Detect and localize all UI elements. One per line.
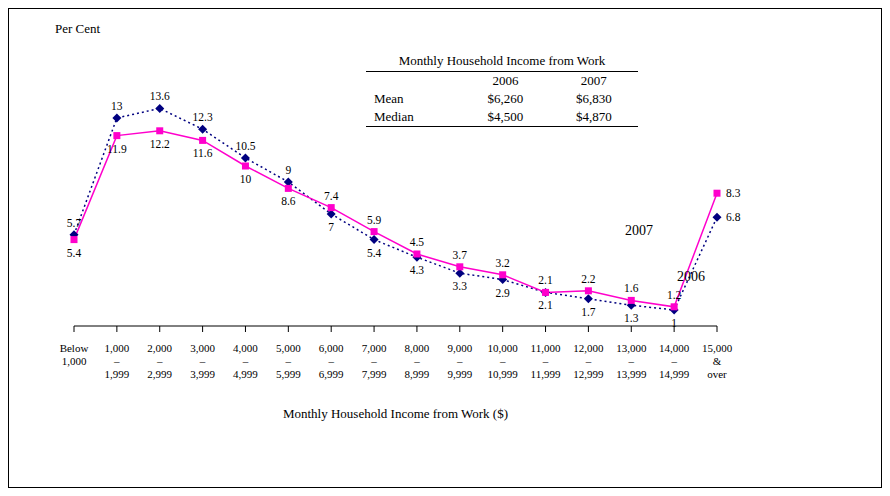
svg-text:10,999: 10,999 [488, 368, 519, 380]
svg-text:11,999: 11,999 [531, 368, 561, 380]
svg-text:1,000: 1,000 [104, 342, 129, 354]
svg-text:10,000: 10,000 [488, 342, 519, 354]
svg-text:11.6: 11.6 [193, 147, 213, 159]
svg-text:2.9: 2.9 [495, 287, 510, 299]
svg-text:7.4: 7.4 [324, 190, 339, 202]
svg-text:12.3: 12.3 [193, 111, 213, 123]
svg-text:2.1: 2.1 [538, 274, 553, 286]
svg-text:12,999: 12,999 [573, 368, 604, 380]
html-text:$6,830: $6,830 [575, 91, 612, 106]
svg-text:7,000: 7,000 [362, 342, 387, 354]
svg-text:2,999: 2,999 [147, 368, 172, 380]
svg-text:–: – [585, 355, 592, 367]
svg-text:–: – [670, 355, 677, 367]
svg-text:1.7: 1.7 [581, 306, 596, 318]
svg-text:1.6: 1.6 [624, 282, 639, 294]
svg-text:2007: 2007 [625, 223, 653, 238]
svg-text:–: – [413, 355, 420, 367]
svg-text:–: – [327, 355, 334, 367]
svg-text:7: 7 [328, 221, 334, 233]
svg-text:6.8: 6.8 [726, 211, 741, 223]
svg-text:8,000: 8,000 [405, 342, 430, 354]
svg-text:–: – [370, 355, 377, 367]
svg-text:–: – [542, 355, 549, 367]
svg-text:8,999: 8,999 [405, 368, 430, 380]
svg-text:–: – [242, 355, 249, 367]
svg-text:2,000: 2,000 [147, 342, 172, 354]
svg-text:–: – [113, 355, 120, 367]
svg-text:1: 1 [671, 317, 677, 329]
svg-text:3.3: 3.3 [453, 280, 468, 292]
svg-text:12,000: 12,000 [573, 342, 604, 354]
svg-text:&: & [713, 355, 722, 367]
html-text:$4,870: $4,870 [575, 109, 612, 124]
svg-text:8.6: 8.6 [281, 195, 296, 207]
svg-text:9: 9 [285, 164, 291, 176]
svg-text:12.2: 12.2 [150, 138, 170, 150]
svg-text:–: – [456, 355, 463, 367]
svg-text:5,000: 5,000 [276, 342, 301, 354]
svg-text:11,000: 11,000 [531, 342, 561, 354]
svg-text:–: – [628, 355, 635, 367]
svg-text:1,000: 1,000 [62, 355, 87, 367]
svg-text:–: – [285, 355, 292, 367]
svg-text:13.6: 13.6 [150, 90, 170, 102]
svg-text:4,000: 4,000 [233, 342, 258, 354]
svg-text:4.3: 4.3 [410, 264, 425, 276]
svg-text:5.4: 5.4 [67, 247, 82, 259]
html-text:Per Cent: Per Cent [55, 21, 101, 36]
svg-text:6,999: 6,999 [319, 368, 344, 380]
svg-text:11.9: 11.9 [107, 143, 127, 155]
svg-text:4,999: 4,999 [233, 368, 258, 380]
svg-text:10: 10 [240, 173, 252, 185]
svg-text:15,000: 15,000 [702, 342, 733, 354]
html-text:Monthly Household Income from: Monthly Household Income from Work [398, 53, 606, 68]
svg-text:8.3: 8.3 [726, 187, 741, 199]
svg-text:13,000: 13,000 [616, 342, 647, 354]
svg-text:2.1: 2.1 [538, 299, 553, 311]
html-text:Mean: Mean [374, 91, 404, 106]
svg-text:Below: Below [60, 342, 89, 354]
svg-text:3,000: 3,000 [190, 342, 215, 354]
html-text:$4,500: $4,500 [487, 109, 524, 124]
svg-text:5,999: 5,999 [276, 368, 301, 380]
svg-text:13: 13 [111, 100, 123, 112]
svg-text:1.2: 1.2 [667, 289, 682, 301]
svg-text:5.7: 5.7 [67, 217, 82, 229]
svg-text:13,999: 13,999 [616, 368, 647, 380]
svg-text:3.2: 3.2 [495, 257, 510, 269]
svg-text:2006: 2006 [677, 269, 705, 284]
html-text:2007: 2007 [580, 73, 607, 88]
svg-text:3.7: 3.7 [453, 249, 468, 261]
svg-text:5.4: 5.4 [367, 247, 382, 259]
html-text:$6,260: $6,260 [487, 91, 524, 106]
svg-text:9,000: 9,000 [447, 342, 472, 354]
svg-text:14,999: 14,999 [659, 368, 690, 380]
svg-text:14,000: 14,000 [659, 342, 690, 354]
svg-text:Monthly Household Income from: Monthly Household Income from Work ($) [283, 406, 508, 421]
svg-text:5.9: 5.9 [367, 214, 382, 226]
svg-text:–: – [199, 355, 206, 367]
svg-text:1.3: 1.3 [624, 312, 639, 324]
html-text:2006: 2006 [492, 73, 519, 88]
svg-text:1,999: 1,999 [104, 368, 129, 380]
svg-text:6,000: 6,000 [319, 342, 344, 354]
svg-text:–: – [156, 355, 163, 367]
svg-text:4.5: 4.5 [410, 236, 425, 248]
svg-text:7,999: 7,999 [362, 368, 387, 380]
svg-text:3,999: 3,999 [190, 368, 215, 380]
svg-text:over: over [707, 368, 727, 380]
html-text:Median: Median [374, 109, 414, 124]
svg-text:2.2: 2.2 [581, 273, 596, 285]
svg-text:10.5: 10.5 [235, 140, 255, 152]
svg-text:–: – [499, 355, 506, 367]
svg-text:9,999: 9,999 [447, 368, 472, 380]
